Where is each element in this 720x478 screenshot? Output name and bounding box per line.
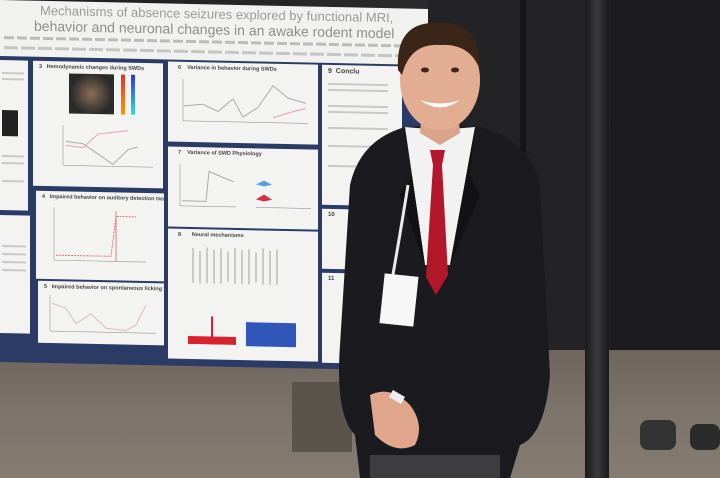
line-plot: [62, 125, 153, 168]
panel-title: 7 Variance of SWD Physiology: [178, 149, 262, 158]
scatter-plot: [53, 207, 146, 263]
poster-panel-5: 5 Impaired behavior on spontaneous licki…: [38, 280, 164, 346]
face: [400, 30, 480, 130]
lanyard: [390, 184, 410, 281]
suit-jacket: [339, 125, 550, 478]
panel-title: 8 Neural mechanisms: [178, 231, 244, 240]
poster-panel-6: 6 Variance in behavior during SWDs: [168, 61, 318, 145]
panel-title: 6 Variance in behavior during SWDs: [178, 64, 277, 73]
name-badge: [379, 273, 419, 327]
neural-traces: [192, 247, 278, 285]
trousers: [370, 455, 500, 478]
violin-red: [256, 194, 272, 202]
background-shoe: [690, 424, 720, 450]
hands: [370, 391, 419, 449]
adjacent-board: [610, 0, 720, 410]
panel-title: 5 Impaired behavior on spontaneous licki…: [44, 283, 164, 293]
poster-panel-3: 3 Hemodynamic changes during SWDs: [33, 60, 163, 189]
violin-blue: [256, 180, 272, 187]
background-shoe: [640, 420, 676, 450]
poster-panel-left-bottom: [0, 215, 30, 334]
line-plot: [49, 295, 156, 334]
poster-panel-left-top: [0, 60, 28, 211]
histogram-blue: [246, 322, 296, 348]
smile: [420, 100, 460, 108]
smiling-man-in-suit: [339, 22, 550, 478]
poster-panel-4: 4 Impaired behavior on auditory detectio…: [36, 190, 164, 282]
red-tie: [426, 150, 448, 295]
panel-title: 3 Hemodynamic changes during SWDs: [39, 63, 145, 73]
colorbar: [121, 74, 125, 115]
panel-title: 4 Impaired behavior on auditory detectio…: [42, 193, 164, 203]
line-plot: [182, 78, 308, 124]
hair: [397, 22, 480, 75]
histogram-red: [186, 314, 238, 345]
research-poster: Mechanisms of absence seizures explored …: [0, 0, 428, 371]
poster-panel-8: 8 Neural mechanisms: [168, 228, 318, 362]
poster-panel-7: 7 Variance of SWD Physiology: [168, 146, 318, 230]
colorbar: [131, 74, 135, 115]
line-plot: [179, 163, 311, 209]
brain-image: [69, 73, 114, 115]
display-pole: [585, 0, 609, 478]
